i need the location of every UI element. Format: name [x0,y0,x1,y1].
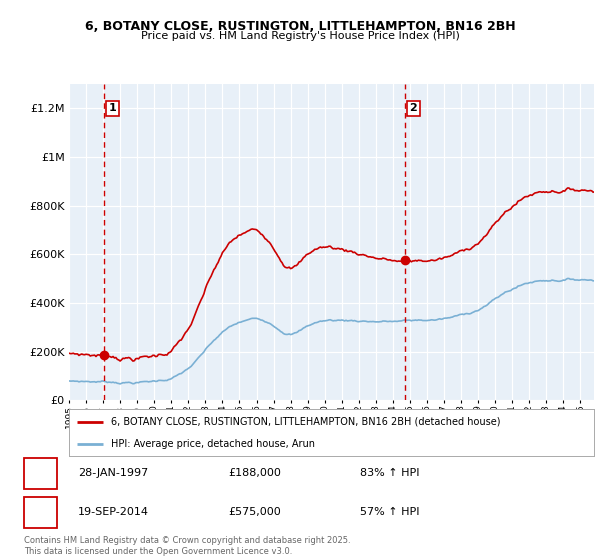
Text: 83% ↑ HPI: 83% ↑ HPI [360,468,419,478]
Text: 19-SEP-2014: 19-SEP-2014 [78,507,149,517]
Text: 2: 2 [36,506,45,519]
Text: £188,000: £188,000 [228,468,281,478]
Text: 6, BOTANY CLOSE, RUSTINGTON, LITTLEHAMPTON, BN16 2BH: 6, BOTANY CLOSE, RUSTINGTON, LITTLEHAMPT… [85,20,515,32]
Text: 1: 1 [109,104,116,113]
Text: 57% ↑ HPI: 57% ↑ HPI [360,507,419,517]
Text: HPI: Average price, detached house, Arun: HPI: Average price, detached house, Arun [111,438,315,449]
Text: 1: 1 [36,466,45,480]
Text: £575,000: £575,000 [228,507,281,517]
Text: 6, BOTANY CLOSE, RUSTINGTON, LITTLEHAMPTON, BN16 2BH (detached house): 6, BOTANY CLOSE, RUSTINGTON, LITTLEHAMPT… [111,417,500,427]
Text: Contains HM Land Registry data © Crown copyright and database right 2025.
This d: Contains HM Land Registry data © Crown c… [24,536,350,556]
Text: Price paid vs. HM Land Registry's House Price Index (HPI): Price paid vs. HM Land Registry's House … [140,31,460,41]
Text: 2: 2 [409,104,417,113]
Text: 28-JAN-1997: 28-JAN-1997 [78,468,148,478]
